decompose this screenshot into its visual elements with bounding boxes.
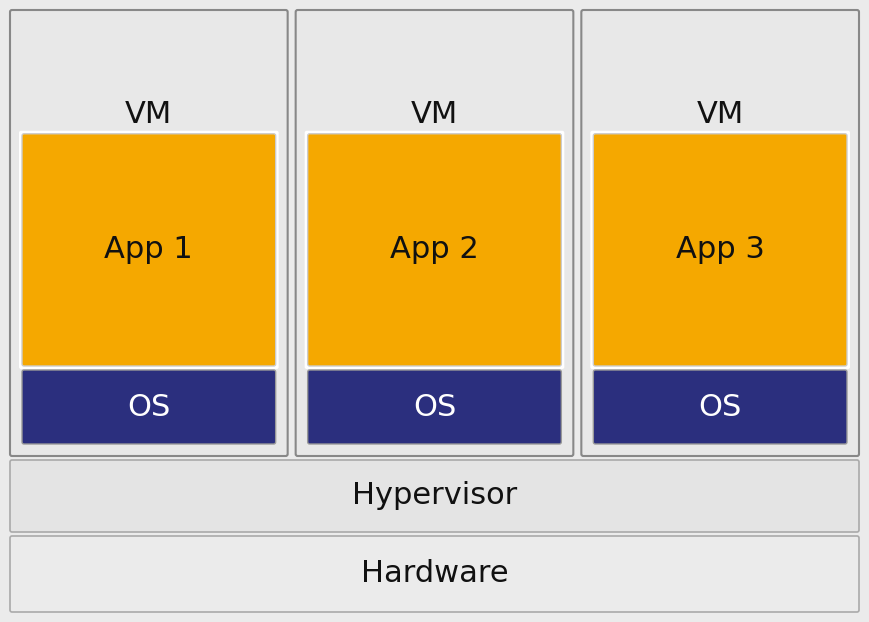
FancyBboxPatch shape xyxy=(22,370,275,444)
FancyBboxPatch shape xyxy=(10,460,859,532)
Text: App 3: App 3 xyxy=(676,235,765,264)
FancyBboxPatch shape xyxy=(10,10,288,456)
FancyBboxPatch shape xyxy=(10,536,859,612)
FancyBboxPatch shape xyxy=(581,10,859,456)
FancyBboxPatch shape xyxy=(308,134,561,366)
FancyBboxPatch shape xyxy=(594,370,847,444)
Text: VM
ASIL-D: VM ASIL-D xyxy=(670,100,770,172)
Text: Hypervisor: Hypervisor xyxy=(352,481,517,511)
FancyBboxPatch shape xyxy=(295,10,574,456)
FancyBboxPatch shape xyxy=(22,134,275,366)
FancyBboxPatch shape xyxy=(590,131,850,369)
FancyBboxPatch shape xyxy=(308,370,561,444)
Text: App 1: App 1 xyxy=(104,235,193,264)
Text: Hardware: Hardware xyxy=(361,560,508,588)
Text: OS: OS xyxy=(127,392,170,422)
Text: VM
ASIL-B: VM ASIL-B xyxy=(101,100,197,172)
Text: OS: OS xyxy=(699,392,742,422)
Text: VM
QM: VM QM xyxy=(409,100,460,172)
Text: OS: OS xyxy=(413,392,456,422)
FancyBboxPatch shape xyxy=(594,134,847,366)
FancyBboxPatch shape xyxy=(19,131,279,369)
FancyBboxPatch shape xyxy=(305,131,564,369)
Text: App 2: App 2 xyxy=(390,235,479,264)
